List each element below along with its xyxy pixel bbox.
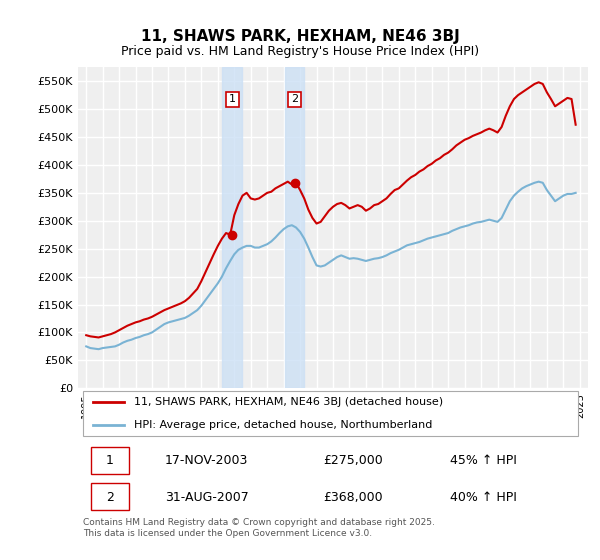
Line: HPI: Average price, detached house, Northumberland: HPI: Average price, detached house, Nort… [86, 181, 575, 349]
HPI: Average price, detached house, Northumberland: (2.02e+03, 3.48e+05): Average price, detached house, Northumbe… [564, 190, 571, 197]
Text: 11, SHAWS PARK, HEXHAM, NE46 3BJ (detached house): 11, SHAWS PARK, HEXHAM, NE46 3BJ (detach… [134, 397, 443, 407]
Text: 2: 2 [291, 94, 298, 104]
HPI: Average price, detached house, Northumberland: (2e+03, 7.5e+04): Average price, detached house, Northumbe… [83, 343, 90, 350]
Text: 2: 2 [106, 491, 113, 503]
11, SHAWS PARK, HEXHAM, NE46 3BJ (detached house) [95, 334, 102, 341]
Text: 40% ↑ HPI: 40% ↑ HPI [450, 491, 517, 503]
HPI: Average price, detached house, Northumberland: (2e+03, 2e+05): Average price, detached house, Northumbe… [218, 273, 226, 280]
Text: £275,000: £275,000 [323, 454, 383, 467]
Text: 31-AUG-2007: 31-AUG-2007 [164, 491, 248, 503]
Text: 1: 1 [106, 454, 113, 467]
FancyBboxPatch shape [91, 483, 129, 511]
11, SHAWS PARK, HEXHAM, NE46 3BJ (detached house) [218, 235, 226, 242]
Text: 11, SHAWS PARK, HEXHAM, NE46 3BJ: 11, SHAWS PARK, HEXHAM, NE46 3BJ [140, 29, 460, 44]
HPI: Average price, detached house, Northumberland: (2e+03, 1.35e+05): Average price, detached house, Northumbe… [190, 310, 197, 316]
FancyBboxPatch shape [83, 391, 578, 436]
11, SHAWS PARK, HEXHAM, NE46 3BJ (detached house) [190, 290, 197, 297]
HPI: Average price, detached house, Northumberland: (2.02e+03, 3.5e+05): Average price, detached house, Northumbe… [572, 189, 579, 196]
11, SHAWS PARK, HEXHAM, NE46 3BJ (detached house) [424, 162, 431, 169]
11, SHAWS PARK, HEXHAM, NE46 3BJ (detached house) [564, 95, 571, 101]
Text: Contains HM Land Registry data © Crown copyright and database right 2025.
This d: Contains HM Land Registry data © Crown c… [83, 519, 435, 538]
Text: HPI: Average price, detached house, Northumberland: HPI: Average price, detached house, Nort… [134, 420, 433, 430]
Bar [223, 67, 242, 388]
HPI: Average price, detached house, Northumberland: (2e+03, 7e+04): Average price, detached house, Northumbe… [95, 346, 102, 353]
Text: £368,000: £368,000 [323, 491, 382, 503]
Text: 17-NOV-2003: 17-NOV-2003 [164, 454, 248, 467]
11, SHAWS PARK, HEXHAM, NE46 3BJ (detached house) [473, 131, 481, 138]
Bar [284, 67, 304, 388]
11, SHAWS PARK, HEXHAM, NE46 3BJ (detached house) [358, 203, 365, 210]
HPI: Average price, detached house, Northumberland: (2.02e+03, 3.7e+05): Average price, detached house, Northumbe… [535, 178, 542, 185]
Text: 1: 1 [229, 94, 236, 104]
HPI: Average price, detached house, Northumberland: (2.02e+03, 2.68e+05): Average price, detached house, Northumbe… [424, 235, 431, 242]
11, SHAWS PARK, HEXHAM, NE46 3BJ (detached house) [83, 332, 90, 339]
HPI: Average price, detached house, Northumberland: (2.01e+03, 2.3e+05): Average price, detached house, Northumbe… [358, 256, 365, 263]
FancyBboxPatch shape [91, 446, 129, 474]
11, SHAWS PARK, HEXHAM, NE46 3BJ (detached house) [572, 122, 579, 128]
Line: 11, SHAWS PARK, HEXHAM, NE46 3BJ (detached house): 11, SHAWS PARK, HEXHAM, NE46 3BJ (detach… [86, 82, 575, 338]
11, SHAWS PARK, HEXHAM, NE46 3BJ (detached house) [535, 79, 542, 86]
HPI: Average price, detached house, Northumberland: (2.02e+03, 2.97e+05): Average price, detached house, Northumbe… [473, 219, 481, 226]
Text: Price paid vs. HM Land Registry's House Price Index (HPI): Price paid vs. HM Land Registry's House … [121, 45, 479, 58]
Text: 45% ↑ HPI: 45% ↑ HPI [450, 454, 517, 467]
